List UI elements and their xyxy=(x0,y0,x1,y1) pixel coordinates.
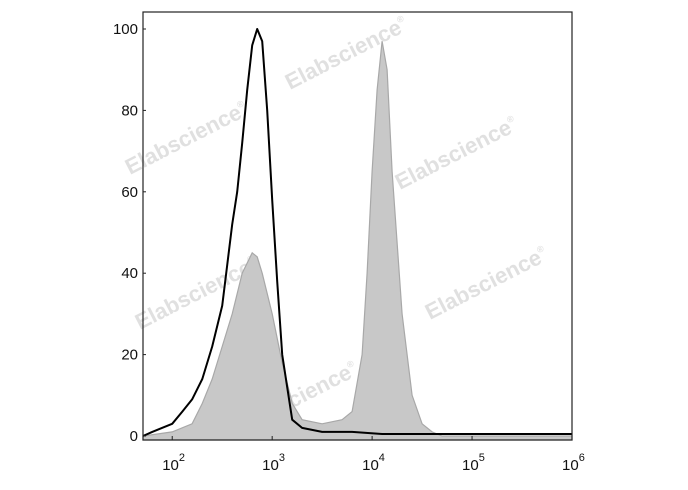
x-tick-exponent: 4 xyxy=(379,452,385,464)
x-tick-exponent: 6 xyxy=(579,452,585,464)
watermarks: Elabscience® Elabscience® Elabscience® Elab… xyxy=(121,11,552,439)
y-tick-label: 40 xyxy=(121,265,138,282)
x-tick-label: 104 xyxy=(362,452,385,474)
x-tick-exponent: 2 xyxy=(179,452,185,464)
y-tick-label: 100 xyxy=(113,21,138,38)
y-tick-label: 80 xyxy=(121,102,138,119)
watermark-registered: ® xyxy=(505,113,516,125)
x-tick-label: 106 xyxy=(562,452,585,474)
x-tick-base: 10 xyxy=(362,457,379,474)
x-tick-base: 10 xyxy=(562,457,579,474)
watermark-registered: ® xyxy=(345,358,356,370)
y-tick-label: 0 xyxy=(130,428,138,445)
watermark-registered: ® xyxy=(535,243,546,255)
x-tick-label: 105 xyxy=(462,452,485,474)
x-tick-label: 103 xyxy=(262,452,285,474)
y-tick-label: 20 xyxy=(121,347,138,364)
line-histogram-series xyxy=(142,28,572,437)
series-layer xyxy=(142,28,573,441)
watermark-text: Elabscience® xyxy=(391,111,522,194)
x-tick-base: 10 xyxy=(262,457,279,474)
filled-histogram-series xyxy=(142,41,573,441)
y-tick-label: 60 xyxy=(121,184,138,201)
x-tick-label: 102 xyxy=(162,452,185,474)
watermark-text: Elabscience® xyxy=(121,96,252,179)
x-tick-exponent: 5 xyxy=(479,452,485,464)
watermark-text: Elabscience® xyxy=(421,241,552,324)
watermark-registered: ® xyxy=(395,13,406,25)
plot-frame xyxy=(142,11,573,441)
x-tick-base: 10 xyxy=(462,457,479,474)
x-tick-exponent: 3 xyxy=(279,452,285,464)
watermark-text: Elabscience® xyxy=(281,11,412,94)
watermark-registered: ® xyxy=(235,98,246,110)
x-tick-base: 10 xyxy=(162,457,179,474)
